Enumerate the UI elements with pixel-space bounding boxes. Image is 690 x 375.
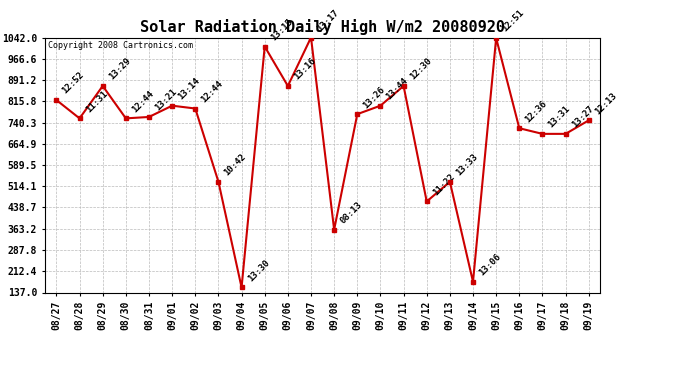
Text: 11:22: 11:22 bbox=[431, 172, 456, 197]
Text: 13:06: 13:06 bbox=[477, 252, 502, 278]
Title: Solar Radiation Daily High W/m2 20080920: Solar Radiation Daily High W/m2 20080920 bbox=[140, 19, 505, 35]
Text: 13:31: 13:31 bbox=[546, 104, 572, 130]
Text: 13:14: 13:14 bbox=[177, 76, 201, 102]
Text: 12:44: 12:44 bbox=[130, 89, 155, 114]
Text: 08:13: 08:13 bbox=[338, 200, 364, 225]
Text: 13:15: 13:15 bbox=[269, 17, 294, 42]
Text: 10:42: 10:42 bbox=[223, 152, 248, 178]
Text: 13:29: 13:29 bbox=[107, 56, 132, 82]
Text: 12:51: 12:51 bbox=[500, 9, 526, 34]
Text: 12:13: 12:13 bbox=[593, 91, 618, 116]
Text: Copyright 2008 Cartronics.com: Copyright 2008 Cartronics.com bbox=[48, 41, 193, 50]
Text: 13:30: 13:30 bbox=[246, 258, 271, 283]
Text: 13:27: 13:27 bbox=[570, 104, 595, 130]
Text: 12:36: 12:36 bbox=[524, 99, 549, 124]
Text: 13:17: 13:17 bbox=[315, 8, 341, 33]
Text: 12:44: 12:44 bbox=[199, 79, 225, 104]
Text: 12:52: 12:52 bbox=[61, 70, 86, 96]
Text: 13:33: 13:33 bbox=[454, 152, 480, 178]
Text: 13:21: 13:21 bbox=[153, 87, 179, 113]
Text: 13:16: 13:16 bbox=[292, 56, 317, 82]
Text: 13:44: 13:44 bbox=[384, 76, 410, 102]
Text: 11:31: 11:31 bbox=[83, 89, 109, 114]
Text: 12:30: 12:30 bbox=[408, 56, 433, 82]
Text: 13:26: 13:26 bbox=[362, 85, 387, 110]
